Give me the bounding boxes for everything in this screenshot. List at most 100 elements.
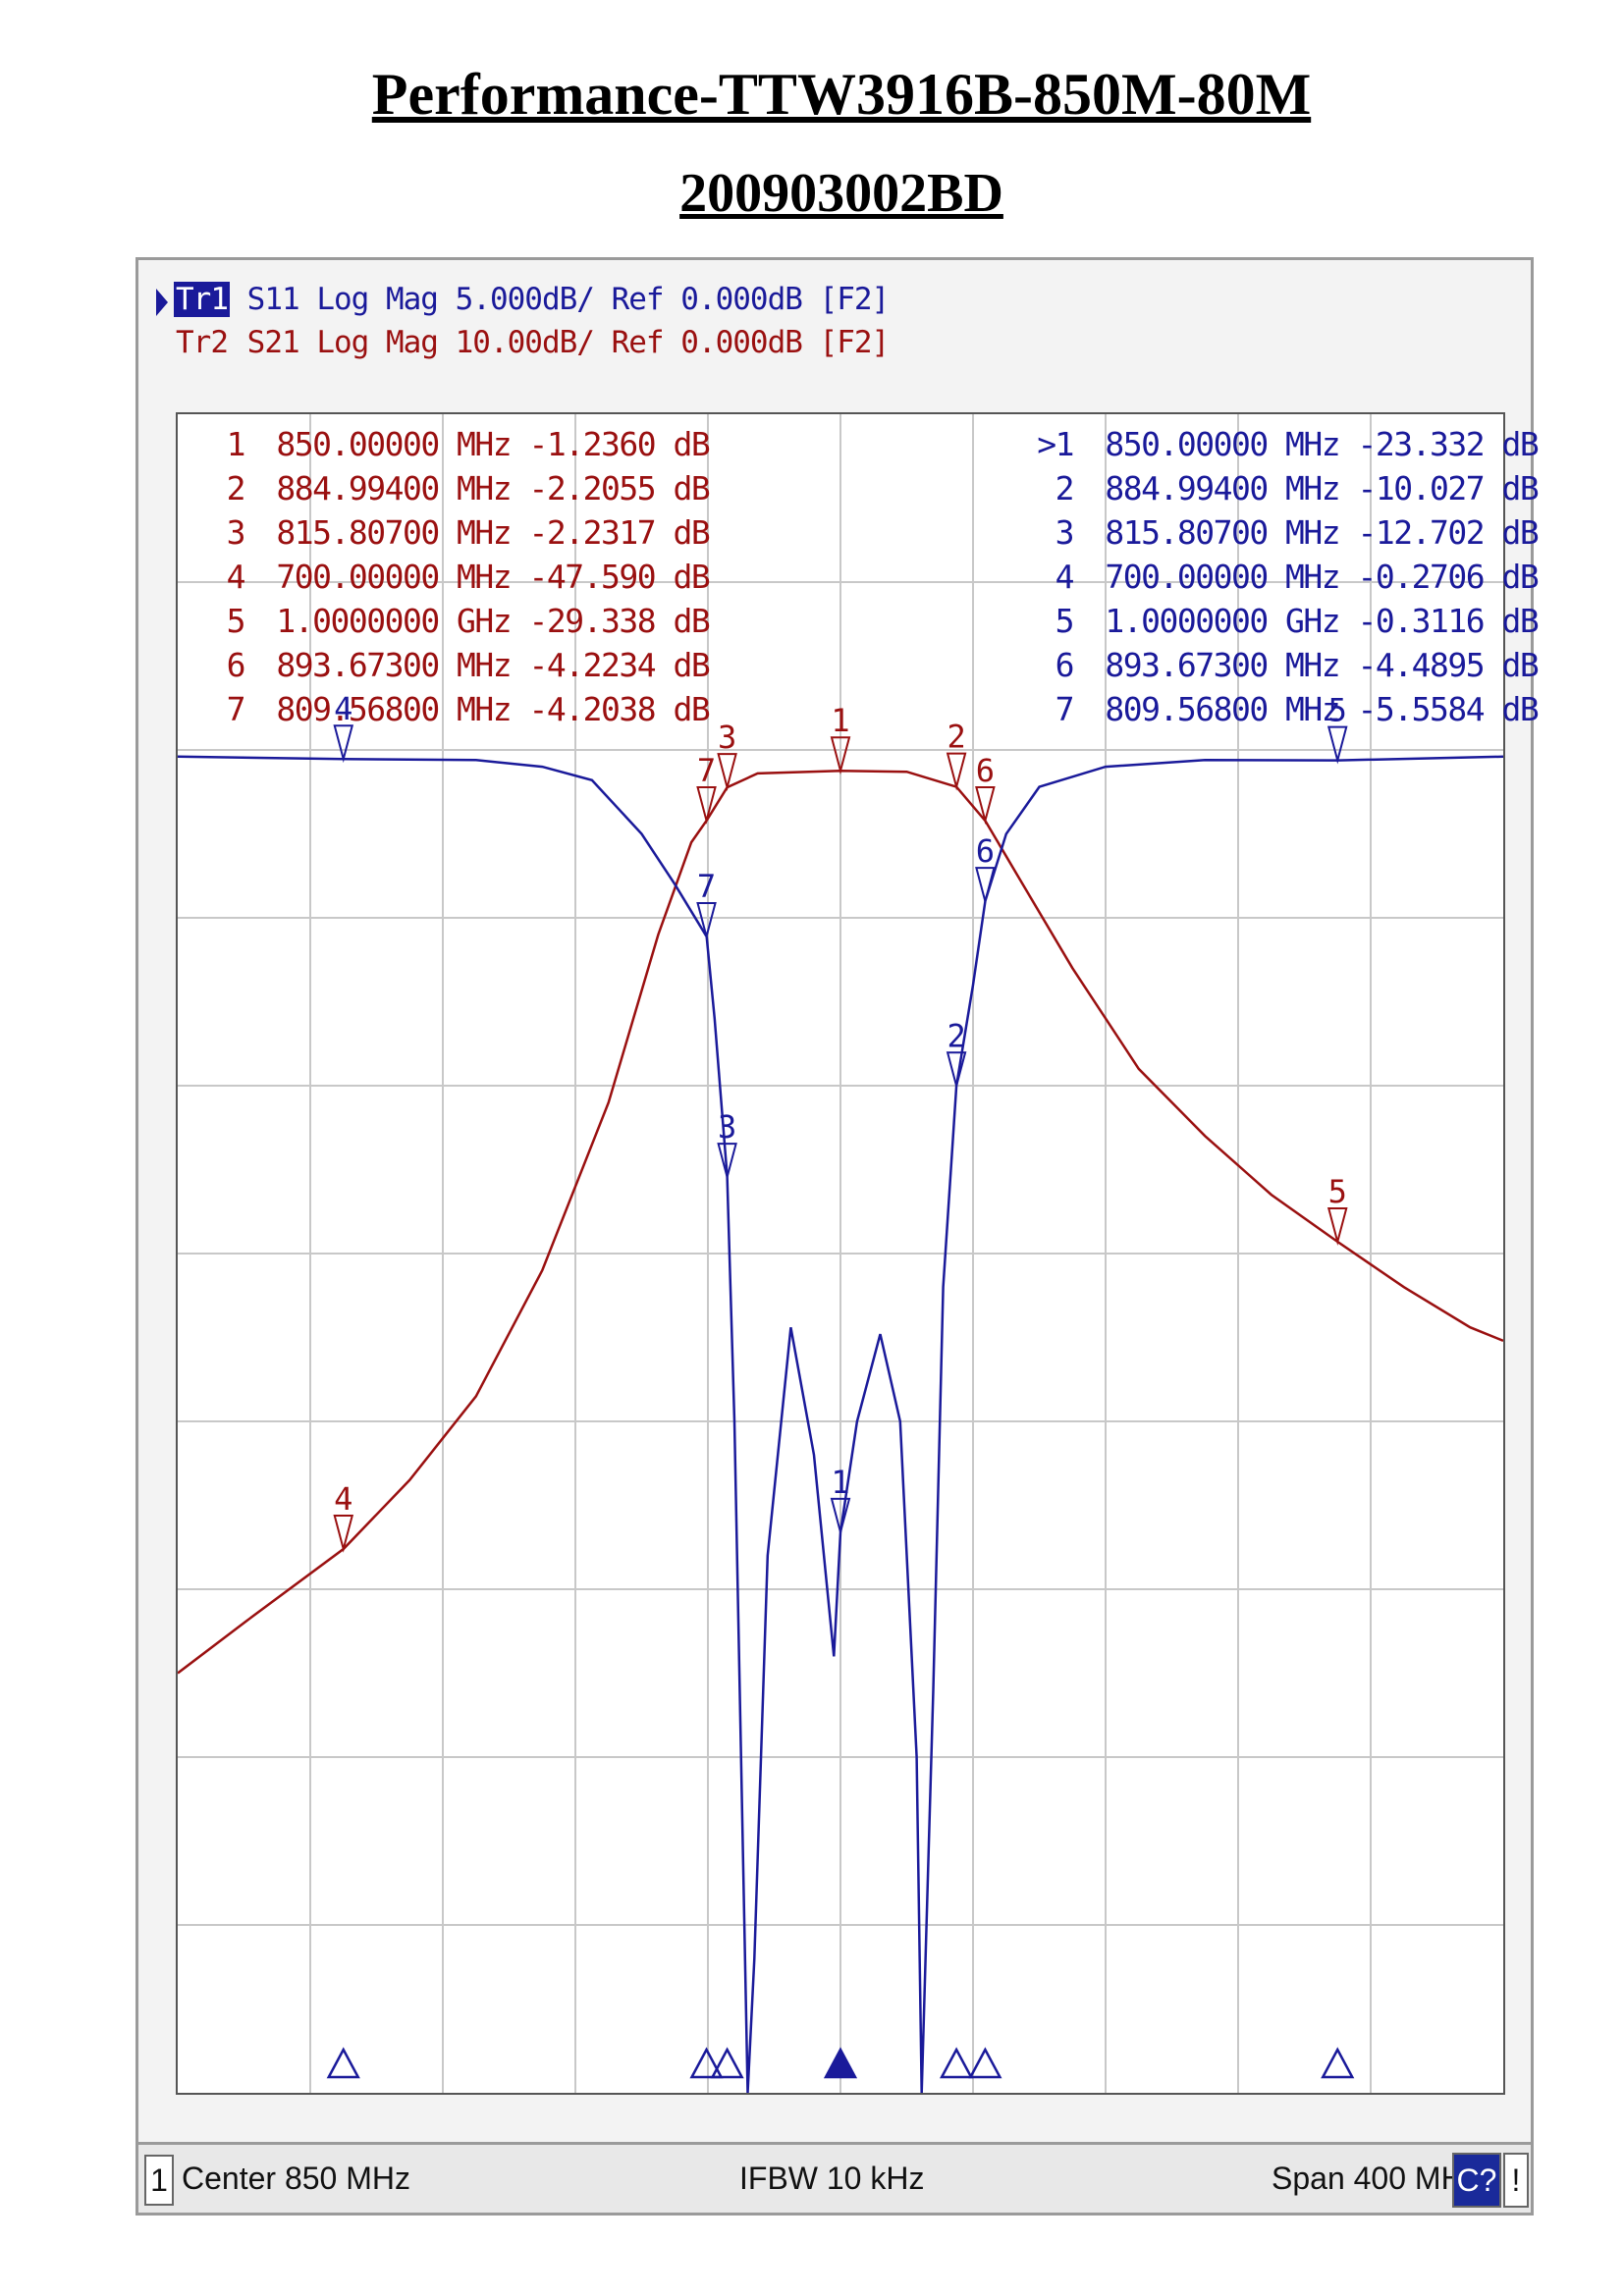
analyzer-window: Tr1 S11 Log Mag 5.000dB/ Ref 0.000dB [F2… (135, 257, 1540, 2216)
stimulus-marker-icon (1321, 2047, 1355, 2079)
center-frequency[interactable]: Center 850 MHz (182, 2161, 410, 2196)
marker-freq: 893.67300 MHz (1105, 646, 1340, 684)
trace1-tag[interactable]: Tr1 (174, 282, 230, 317)
span-setting[interactable]: Span 400 MHz (1272, 2161, 1480, 2196)
marker-freq: 815.80700 MHz (1105, 513, 1340, 552)
marker-label: 3 (718, 719, 736, 756)
marker-value: -2.2055 dB (528, 469, 711, 507)
trace1-header[interactable]: Tr1 S11 Log Mag 5.000dB/ Ref 0.000dB [F2… (174, 282, 891, 317)
marker-id: >1 (1037, 425, 1074, 463)
marker-row: 6 893.67300 MHz -4.2234 dB (203, 643, 711, 687)
marker-freq: 809.56800 MHz (1105, 690, 1340, 728)
marker-freq: 700.00000 MHz (276, 558, 512, 596)
plot-area[interactable]: 1 2 3 4 5 6 7 2 1 2 3 4 5 6 7 1 850.00000 MHz -1.2360 … (176, 412, 1540, 2095)
marker-triangle-icon (717, 753, 737, 792)
marker-id: 3 (226, 513, 246, 552)
marker-value: -4.2038 dB (528, 690, 711, 728)
marker-label: 4 (334, 1480, 352, 1518)
ifbw-setting[interactable]: IFBW 10 kHz (739, 2161, 925, 2196)
marker-triangle-icon (1326, 725, 1348, 765)
marker-value: -47.590 dB (528, 558, 711, 596)
active-trace-arrow-icon (156, 289, 168, 316)
marker-freq: 850.00000 MHz (276, 425, 512, 463)
marker-triangle-icon (1326, 1207, 1348, 1246)
marker-triangle-icon (975, 786, 996, 825)
marker-label: 3 (718, 1108, 736, 1146)
marker-freq: 884.99400 MHz (276, 469, 512, 507)
s21-marker-table: 1 850.00000 MHz -1.2360 dB 2 884.99400 MH… (203, 422, 711, 731)
marker-freq: 700.00000 MHz (1105, 558, 1340, 596)
marker-value: -4.2234 dB (528, 646, 711, 684)
marker-id: 5 (226, 602, 246, 640)
trace2-header[interactable]: Tr2 S21 Log Mag 10.00dB/ Ref 0.000dB [F2… (174, 325, 891, 360)
marker-row: 4 700.00000 MHz -47.590 dB (203, 555, 711, 599)
marker-id: 7 (1055, 690, 1075, 728)
marker-id: 6 (226, 646, 246, 684)
marker-id: 5 (1055, 602, 1075, 640)
marker-row: 3 815.80700 MHz -2.2317 dB (203, 510, 711, 555)
marker-triangle-icon (333, 1514, 354, 1553)
stimulus-marker-icon (689, 2047, 724, 2079)
status-bar: 1 Center 850 MHz IFBW 10 kHz Span 400 MH… (138, 2142, 1531, 2213)
marker-id: 4 (226, 558, 246, 596)
marker-id: 1 (226, 425, 246, 463)
calibration-button[interactable]: C? (1452, 2153, 1501, 2208)
marker-value: -5.5584 dB (1357, 690, 1540, 728)
marker-value: -0.3116 dB (1357, 602, 1540, 640)
marker-label: 6 (976, 832, 995, 870)
marker-label: 1 (831, 702, 849, 739)
marker-row: 5 1.0000000 GHz -0.3116 dB (1032, 599, 1540, 643)
stimulus-marker-icon (968, 2047, 1002, 2079)
marker-id: 6 (1055, 646, 1075, 684)
marker-label: 5 (1328, 692, 1347, 729)
stimulus-marker-icon (940, 2047, 974, 2079)
trace2-tag[interactable]: Tr2 (176, 325, 229, 360)
marker-value: -29.338 dB (528, 602, 711, 640)
marker-row: >1 850.00000 MHz -23.332 dB (1032, 422, 1539, 466)
marker-value: -12.702 dB (1357, 513, 1540, 552)
stimulus-marker-icon (710, 2047, 744, 2079)
marker-freq: 850.00000 MHz (1105, 425, 1340, 463)
marker-id: 3 (1055, 513, 1075, 552)
trace1-settings: S11 Log Mag 5.000dB/ Ref 0.000dB [F2] (230, 282, 891, 317)
marker-id: 2 (226, 469, 246, 507)
marker-triangle-icon (333, 724, 354, 764)
marker-row: 4 700.00000 MHz -0.2706 dB (1032, 555, 1540, 599)
marker-value: -1.2360 dB (528, 425, 711, 463)
marker-value: -10.027 dB (1357, 469, 1540, 507)
marker-freq: 893.67300 MHz (276, 646, 512, 684)
marker-label: 2 (947, 1017, 965, 1054)
marker-row: 2 884.99400 MHz -2.2055 dB (203, 466, 711, 510)
marker-triangle-icon (830, 1497, 851, 1536)
marker-row: 3 815.80700 MHz -12.702 dB (1032, 510, 1540, 555)
trace2-settings: S21 Log Mag 10.00dB/ Ref 0.000dB [F2] (230, 325, 891, 360)
marker-id: 4 (1055, 558, 1075, 596)
marker-freq: 1.0000000 GHz (1105, 602, 1340, 640)
marker-freq: 809.56800 MHz (276, 690, 512, 728)
marker-triangle-icon (717, 1143, 737, 1182)
serial-number: 200903002BD (679, 163, 1003, 224)
marker-value: -2.2317 dB (528, 513, 711, 552)
warning-button[interactable]: ! (1503, 2153, 1529, 2208)
trace-chart: 1 2 3 4 5 6 7 2 1 2 3 4 5 6 7 (178, 414, 1503, 2093)
marker-label: 6 (976, 752, 995, 789)
marker-triangle-icon (696, 901, 717, 940)
marker-triangle-icon (830, 736, 851, 775)
marker-freq: 815.80700 MHz (276, 513, 512, 552)
marker-triangle-icon (975, 867, 996, 906)
marker-label: 7 (697, 752, 716, 789)
marker-triangle-icon (696, 785, 717, 825)
marker-value: -0.2706 dB (1357, 558, 1540, 596)
marker-row: 7 809.56800 MHz -4.2038 dB (203, 687, 711, 731)
marker-label: 5 (1328, 1173, 1347, 1210)
page-title: Performance-TTW3916B-850M-80M (371, 62, 1312, 127)
marker-label: 7 (697, 868, 716, 905)
marker-row: 2 884.99400 MHz -10.027 dB (1032, 466, 1540, 510)
marker-row: 7 809.56800 MHz -5.5584 dB (1032, 687, 1540, 731)
marker-label: 4 (334, 690, 352, 727)
trace-s11 (178, 755, 1503, 2093)
stimulus-marker-icon (326, 2047, 360, 2079)
marker-freq: 884.99400 MHz (1105, 469, 1340, 507)
stimulus-marker-icon (823, 2047, 858, 2079)
channel-indicator[interactable]: 1 (144, 2155, 174, 2206)
